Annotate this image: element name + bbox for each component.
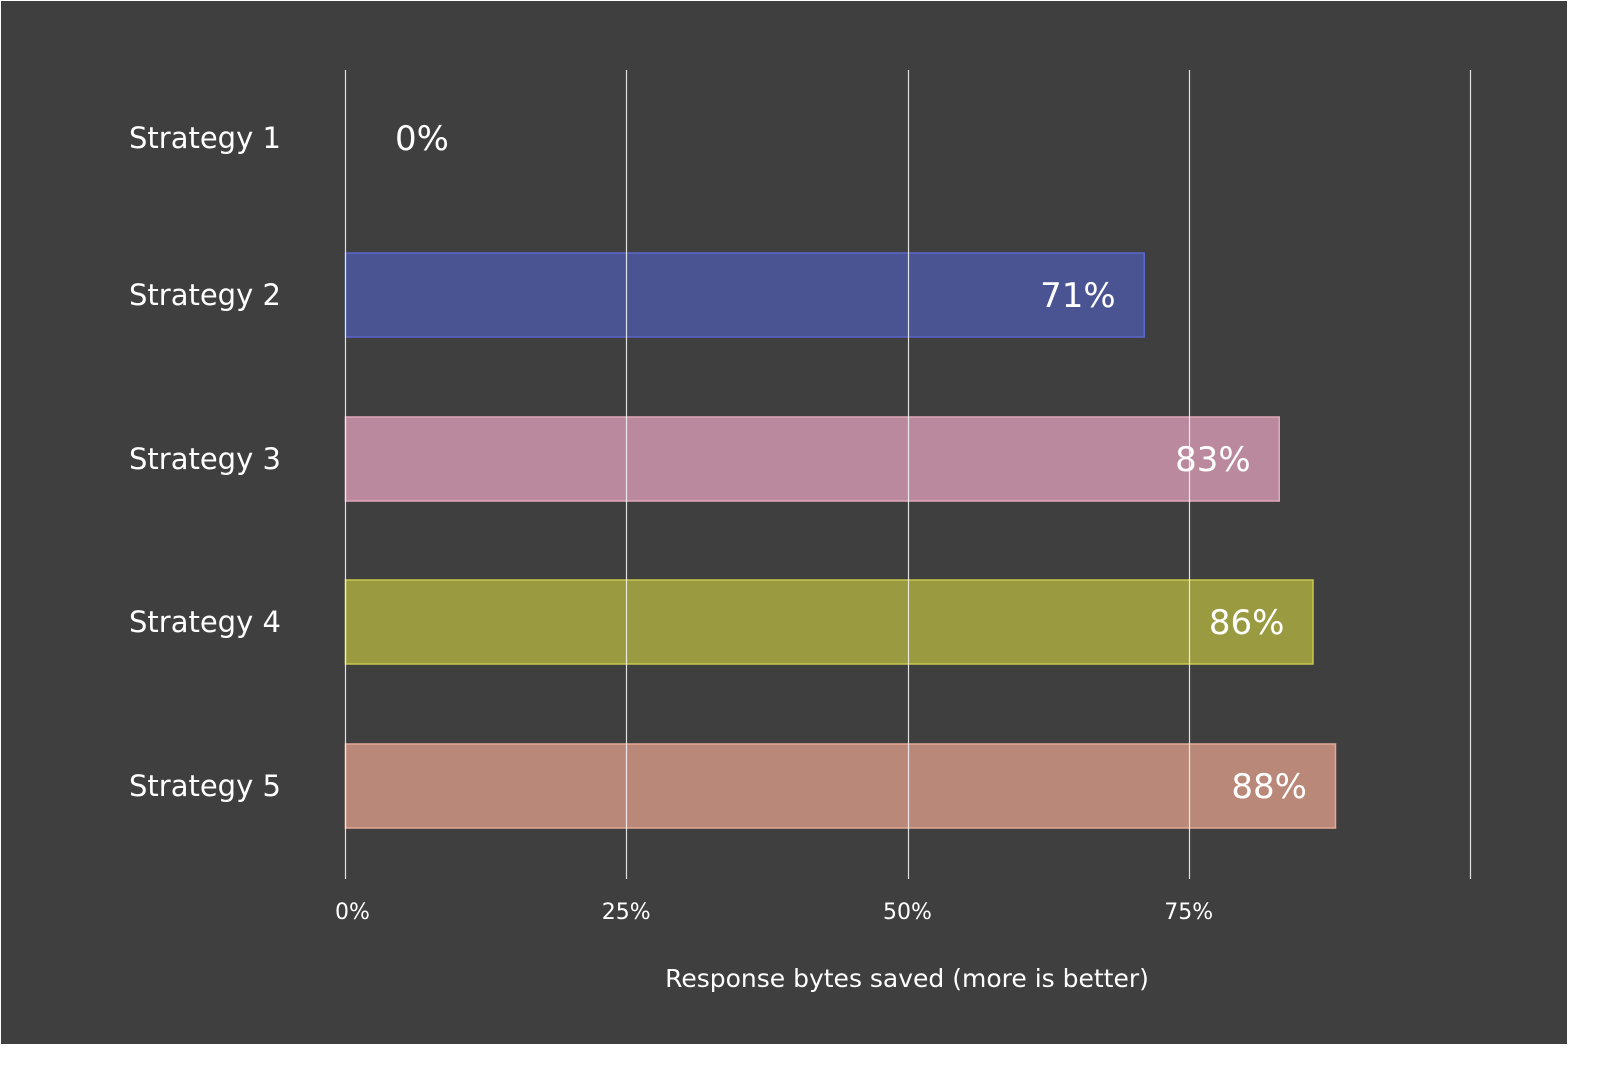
category-label-strategy-2: Strategy 2	[129, 278, 281, 312]
value-label-strategy-2: 71%	[1040, 276, 1116, 316]
bars-layer	[344, 252, 1337, 829]
labels-layer: Strategy 1 0% Strategy 2 71% Strategy 3 83% St…	[129, 119, 1307, 807]
chart-frame: Strategy 1 0% Strategy 2 71% Strategy 3 83% St…	[1, 1, 1567, 1044]
category-label-strategy-1: Strategy 1	[129, 121, 281, 155]
bar-strategy-2	[344, 252, 1145, 338]
bar-chart: Strategy 1 0% Strategy 2 71% Strategy 3 83% St…	[129, 70, 1472, 993]
x-tick-label-0: 0%	[335, 900, 370, 925]
bar-strategy-5	[344, 743, 1337, 829]
category-label-strategy-3: Strategy 3	[129, 442, 281, 476]
grid-layer	[344, 70, 1472, 879]
x-axis-ticks: 0% 25% 50% 75%	[335, 900, 1213, 925]
value-label-strategy-4: 86%	[1209, 603, 1285, 643]
category-label-strategy-4: Strategy 4	[129, 605, 281, 639]
x-tick-label-75: 75%	[1164, 900, 1213, 925]
value-label-strategy-1: 0%	[395, 119, 449, 159]
category-label-strategy-5: Strategy 5	[129, 769, 281, 803]
bar-strategy-3	[344, 416, 1280, 502]
x-tick-label-50: 50%	[883, 900, 932, 925]
value-label-strategy-3: 83%	[1175, 440, 1251, 480]
value-label-strategy-5: 88%	[1231, 767, 1307, 807]
x-tick-label-25: 25%	[602, 900, 651, 925]
x-axis-title: Response bytes saved (more is better)	[665, 964, 1149, 993]
bar-strategy-4	[344, 579, 1314, 665]
